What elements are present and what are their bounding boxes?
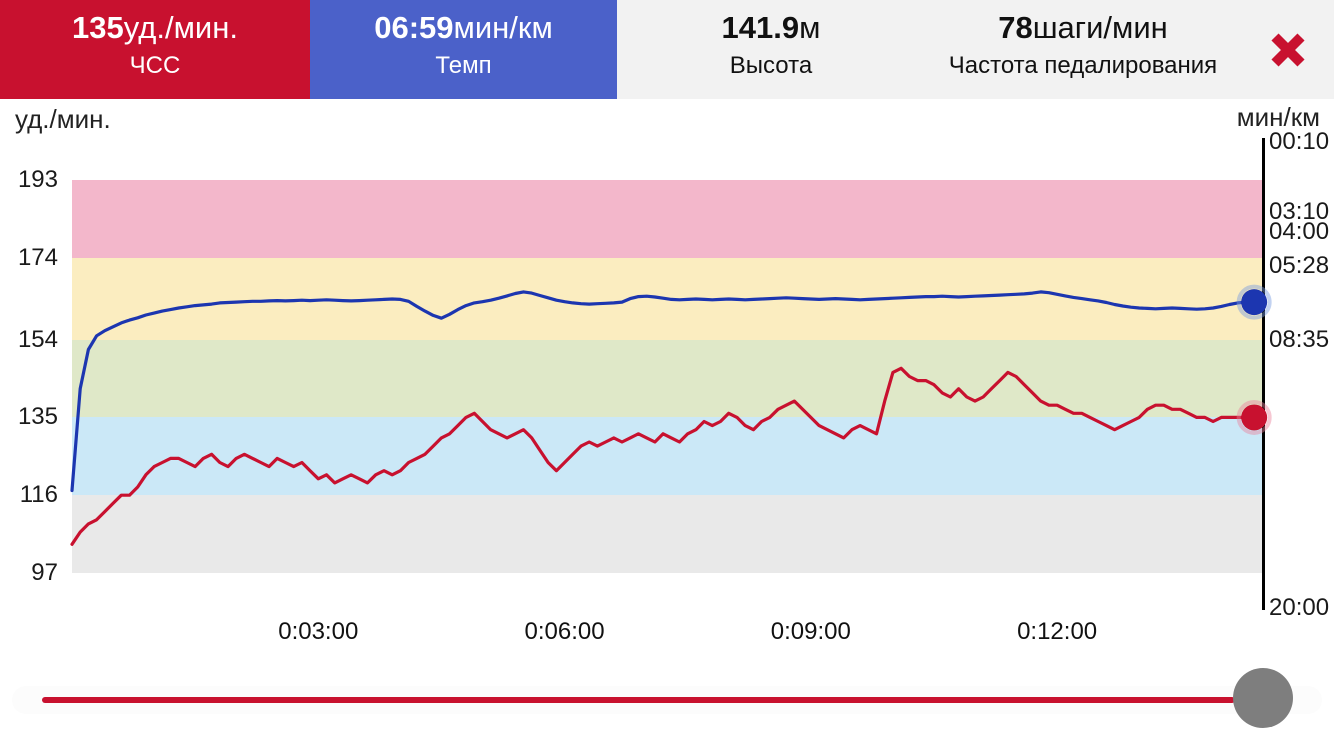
x-tick-0:06:00: 0:06:00 — [524, 618, 605, 645]
altitude-value: 141.9 — [721, 10, 800, 45]
zone-band-97-116 — [72, 495, 1264, 573]
left-tick-116: 116 — [19, 481, 58, 509]
zone-band-174-193 — [72, 180, 1264, 258]
tile-cadence[interactable]: 78шаги/мин Частота педалирования — [925, 0, 1241, 99]
series-dot-Темп — [1241, 289, 1268, 316]
left-tick-174: 174 — [17, 243, 58, 271]
x-tick-0:03:00: 0:03:00 — [278, 618, 359, 645]
series-line-ЧСС — [70, 366, 1256, 546]
close-button[interactable] — [1241, 0, 1334, 99]
series-dot-ЧСС — [1241, 404, 1268, 431]
left-tick-97: 97 — [31, 559, 58, 586]
altitude-unit: м — [799, 10, 821, 45]
tile-heart-rate[interactable]: 135уд./мин. ЧСС — [0, 0, 310, 99]
series-dot-halo-ЧСС — [1236, 399, 1272, 435]
zone-band-116-135 — [72, 417, 1264, 496]
heart-rate-value-row: 135уд./мин. — [72, 11, 238, 44]
scrubber-progress-line — [42, 697, 1235, 703]
heart-rate-value: 135 — [72, 10, 124, 45]
right-tick-03:10: 03:10 — [1269, 198, 1330, 226]
tile-pace[interactable]: 06:59мин/км Темп — [310, 0, 617, 99]
tile-altitude[interactable]: 141.9м Высота — [617, 0, 925, 99]
right-tick-00:10: 00:10 — [1269, 127, 1330, 155]
pace-label: Темп — [435, 52, 492, 79]
left-tick-154: 154 — [17, 325, 58, 353]
left-tick-135: 135 — [17, 403, 58, 431]
pace-value: 06:59 — [374, 10, 454, 45]
cadence-label: Частота педалирования — [948, 52, 1218, 79]
scrubber-handle[interactable] — [1233, 668, 1293, 728]
pace-value-row: 06:59мин/км — [374, 11, 553, 44]
pace-unit: мин/км — [453, 10, 553, 45]
right-tick-08:35: 08:35 — [1269, 325, 1330, 353]
x-tick-0:09:00: 0:09:00 — [770, 618, 851, 645]
cadence-value-row: 78шаги/мин — [998, 11, 1168, 44]
metric-topbar: 135уд./мин. ЧСС 06:59мин/км Темп 141.9м … — [0, 0, 1334, 99]
right-tick-04:00: 04:00 — [1269, 218, 1330, 245]
heart-rate-unit: уд./мин. — [123, 10, 238, 45]
x-tick-0:12:00: 0:12:00 — [1017, 618, 1098, 645]
right-tick-20:00: 20:00 — [1269, 594, 1330, 622]
zone-band-135-154 — [72, 339, 1264, 418]
cadence-value: 78 — [998, 10, 1033, 45]
left-tick-193: 193 — [17, 166, 58, 193]
left-axis-title: уд./мин. — [15, 104, 111, 134]
series-line-Темп — [70, 290, 1256, 493]
heart-rate-label: ЧСС — [129, 52, 181, 79]
altitude-value-row: 141.9м — [722, 11, 821, 44]
right-tick-05:28: 05:28 — [1269, 252, 1330, 280]
series-dot-halo-Темп — [1236, 284, 1272, 320]
right-axis-title: мин/км — [1236, 102, 1320, 132]
cadence-unit: шаги/мин — [1032, 10, 1168, 45]
altitude-label: Высота — [729, 52, 813, 79]
close-icon — [1270, 33, 1305, 67]
